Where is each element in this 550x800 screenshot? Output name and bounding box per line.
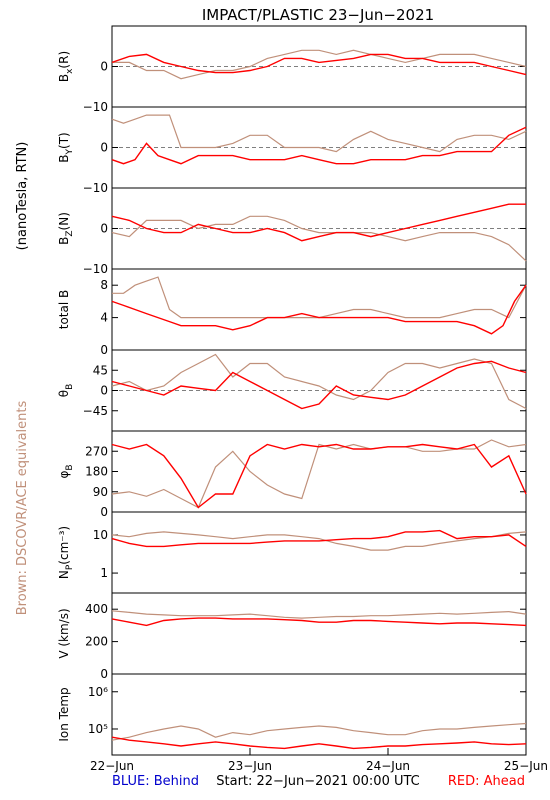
series-line-equivalent <box>111 215 527 262</box>
equivalents-label: Brown: DSCOVR/ACE equivalents <box>15 401 30 616</box>
series-line-equivalent <box>112 276 527 319</box>
series-line-ahead <box>111 529 527 548</box>
y-axis-label-main: θ <box>57 390 71 397</box>
y-axis-label-main: total B <box>57 290 71 330</box>
y-tick-label: 0 <box>100 505 108 519</box>
panel-bx: 0 −10 Bx(R) <box>57 25 527 114</box>
y-tick-label: 45 <box>93 363 108 377</box>
y-axis-label-main: Ion Temp <box>57 687 71 741</box>
y-tick-label: 180 <box>85 465 108 479</box>
x-tick-label: 25−Jun <box>504 759 548 773</box>
series-line-equivalent <box>112 49 527 80</box>
y-axis-label-suffix: (N) <box>57 212 71 230</box>
chart-title: IMPACT/PLASTIC 23−Jun−2021 <box>202 6 434 24</box>
series-line-ahead <box>111 126 527 165</box>
y-axis-label-sub: B <box>65 464 75 470</box>
y-axis-label-sub: Z <box>65 230 75 236</box>
y-axis-label: V (km/s) <box>57 608 71 658</box>
y-axis-label-main: N <box>57 570 71 579</box>
series-line-equivalent <box>111 531 527 551</box>
series-line-equivalent <box>111 439 527 509</box>
y-tick-label: 0 <box>100 343 108 357</box>
y-axis-label-main: B <box>57 154 71 162</box>
series-line-ahead <box>111 617 527 627</box>
y-tick-label: 0 <box>100 222 108 236</box>
panel-v: 400 200 0 V (km/s) <box>57 592 527 681</box>
panel-np: 10 1 NP(cm⁻³) <box>57 511 527 594</box>
y-tick-label: −10 <box>83 100 108 114</box>
series-line-equivalent <box>111 114 527 153</box>
y-axis-label-suffix: (T) <box>57 132 71 149</box>
series-line-equivalent <box>111 722 527 741</box>
y-axis-label-suffix: (R) <box>57 51 71 69</box>
y-axis-label-main: B <box>57 74 71 82</box>
y-axis-label-sub: B <box>65 384 75 390</box>
y-axis-label: NP(cm⁻³) <box>57 526 75 579</box>
panel-btot: 8 4 0 total B <box>57 268 527 357</box>
y-axis-label-sub: Y <box>65 148 75 155</box>
x-tick-label: 22−Jun <box>90 759 134 773</box>
y-tick-label: 10⁵ <box>88 722 108 736</box>
series-line-ahead <box>111 443 527 509</box>
y-tick-label: 0 <box>100 384 108 398</box>
x-tick-label: 23−Jun <box>228 759 272 773</box>
y-tick-label: 400 <box>85 602 108 616</box>
y-tick-label: 0 <box>100 667 108 681</box>
y-tick-label: 0 <box>100 60 108 74</box>
panel-bz: 0 −10 BZ(N) <box>57 187 527 276</box>
y-tick-label: −45 <box>83 404 108 418</box>
x-tick-label: 24−Jun <box>366 759 410 773</box>
y-axis-label-sub: P <box>65 564 75 570</box>
y-axis-label-main: B <box>57 237 71 245</box>
y-tick-label: 1 <box>100 566 108 580</box>
y-tick-label: 10 <box>93 528 108 542</box>
series-line-ahead <box>111 736 527 750</box>
panel-theta: 45 0 −45 θB <box>57 349 527 432</box>
y-tick-label: −10 <box>83 181 108 195</box>
y-axis-label: θB <box>57 384 75 398</box>
y-tick-label: 0 <box>100 141 108 155</box>
panel-phi: 270 180 90 0 φB <box>57 430 527 519</box>
units-label: (nanoTesla, RTN) <box>15 142 30 251</box>
y-axis-label: Ion Temp <box>57 687 71 741</box>
series-line-equivalent <box>111 353 527 410</box>
y-tick-label: 4 <box>100 311 108 325</box>
y-axis-label-main: V (km/s) <box>57 608 71 658</box>
panel-by: 0 −10 BY(T) <box>57 106 527 195</box>
panel-frame <box>111 268 527 351</box>
y-tick-label: −10 <box>83 262 108 276</box>
panel-frame <box>111 430 527 513</box>
y-axis-label: total B <box>57 290 71 330</box>
y-axis-label: BY(T) <box>57 132 75 162</box>
y-axis-label-main: φ <box>57 471 71 479</box>
y-tick-label: 90 <box>93 485 108 499</box>
panel-frame <box>111 511 527 594</box>
series-line-ahead <box>111 53 527 76</box>
series-line-equivalent <box>111 610 527 619</box>
y-axis-label-sub: x <box>65 68 75 74</box>
panel-frame <box>111 673 527 756</box>
series-line-ahead <box>111 284 527 335</box>
series-line-ahead <box>111 360 527 410</box>
y-tick-label: 270 <box>85 444 108 458</box>
start-label: Start: 22−Jun−2021 00:00 UTC <box>216 774 420 789</box>
y-tick-label: 8 <box>100 278 108 292</box>
y-axis-label: Bx(R) <box>57 51 75 82</box>
behind-label: BLUE: Behind <box>112 774 199 789</box>
y-axis-label: BZ(N) <box>57 212 75 245</box>
y-tick-label: 10⁶ <box>88 685 108 699</box>
panel-temp: 10⁶ 10⁵ Ion Temp <box>57 673 527 756</box>
panel-frame <box>111 592 527 675</box>
y-axis-label: φB <box>57 464 75 478</box>
ahead-label: RED: Ahead <box>448 774 525 789</box>
x-axis-ticks: 22−Jun 23−Jun 24−Jun 25−Jun <box>90 748 548 773</box>
y-tick-label: 200 <box>85 635 108 649</box>
y-axis-label-suffix: (cm⁻³) <box>57 526 71 565</box>
series-line-ahead <box>111 203 526 242</box>
